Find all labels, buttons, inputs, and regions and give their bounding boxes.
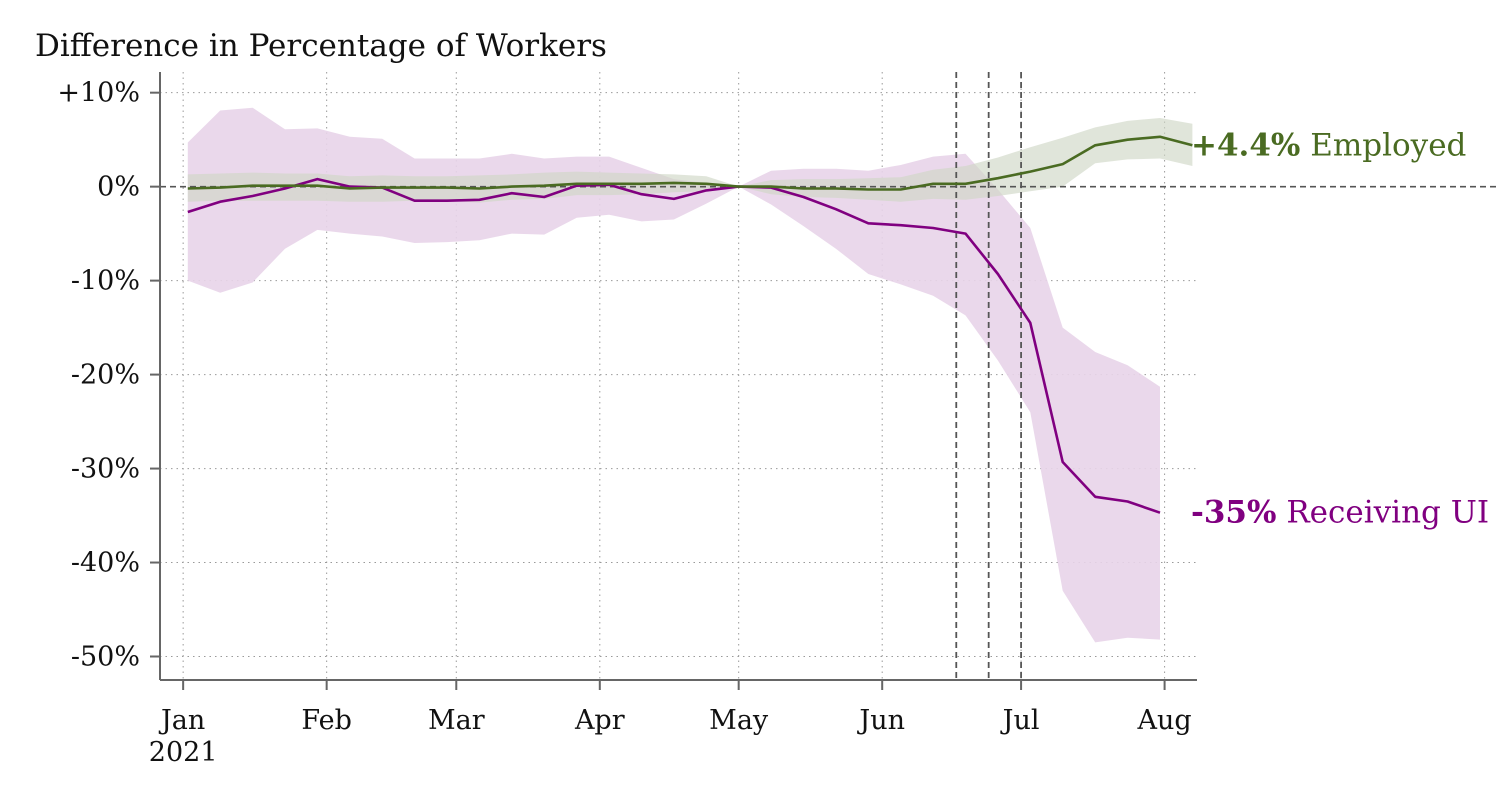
series-end-value: +4.4% (1191, 127, 1300, 163)
series-end-value: -35% (1191, 495, 1276, 531)
series-end-label-employed: +4.4% Employed (1191, 127, 1466, 163)
confidence-bands (187, 107, 1193, 643)
confidence-band-receiving-ui (187, 107, 1161, 643)
end-labels: -35% Receiving UI +4.4% Employed (1191, 127, 1489, 530)
x-tick-label: Apr (574, 705, 625, 736)
x-tick-label: Feb (301, 705, 352, 736)
y-tick-label: +10% (57, 78, 140, 109)
y-tick-label: -50% (71, 642, 140, 673)
x-tick-label: Aug (1137, 705, 1192, 736)
y-tick-label: -30% (71, 454, 140, 485)
x-tick-label: Jan (158, 705, 205, 736)
y-tick-label: -40% (71, 548, 140, 579)
confidence-band-employed (187, 118, 1193, 203)
series-line-receiving-ui (187, 177, 1161, 514)
chart-title: Difference in Percentage of Workers (35, 28, 607, 64)
series-lines (187, 135, 1193, 514)
x-tick-label: Mar (428, 705, 485, 736)
series-line-employed (187, 135, 1193, 191)
y-tick-label: -20% (71, 360, 140, 391)
series-end-label-receiving-ui: -35% Receiving UI (1191, 495, 1489, 531)
series-name: Receiving UI (1286, 495, 1489, 531)
x-tick-label: May (709, 705, 769, 736)
x-tick-sublabel: 2021 (149, 737, 218, 768)
x-tick-label: Jun (856, 705, 905, 736)
y-tick-label: 0% (97, 172, 140, 203)
series-name: Employed (1310, 127, 1466, 163)
x-tick-label: Jul (1000, 705, 1040, 736)
y-tick-label: -10% (71, 266, 140, 297)
